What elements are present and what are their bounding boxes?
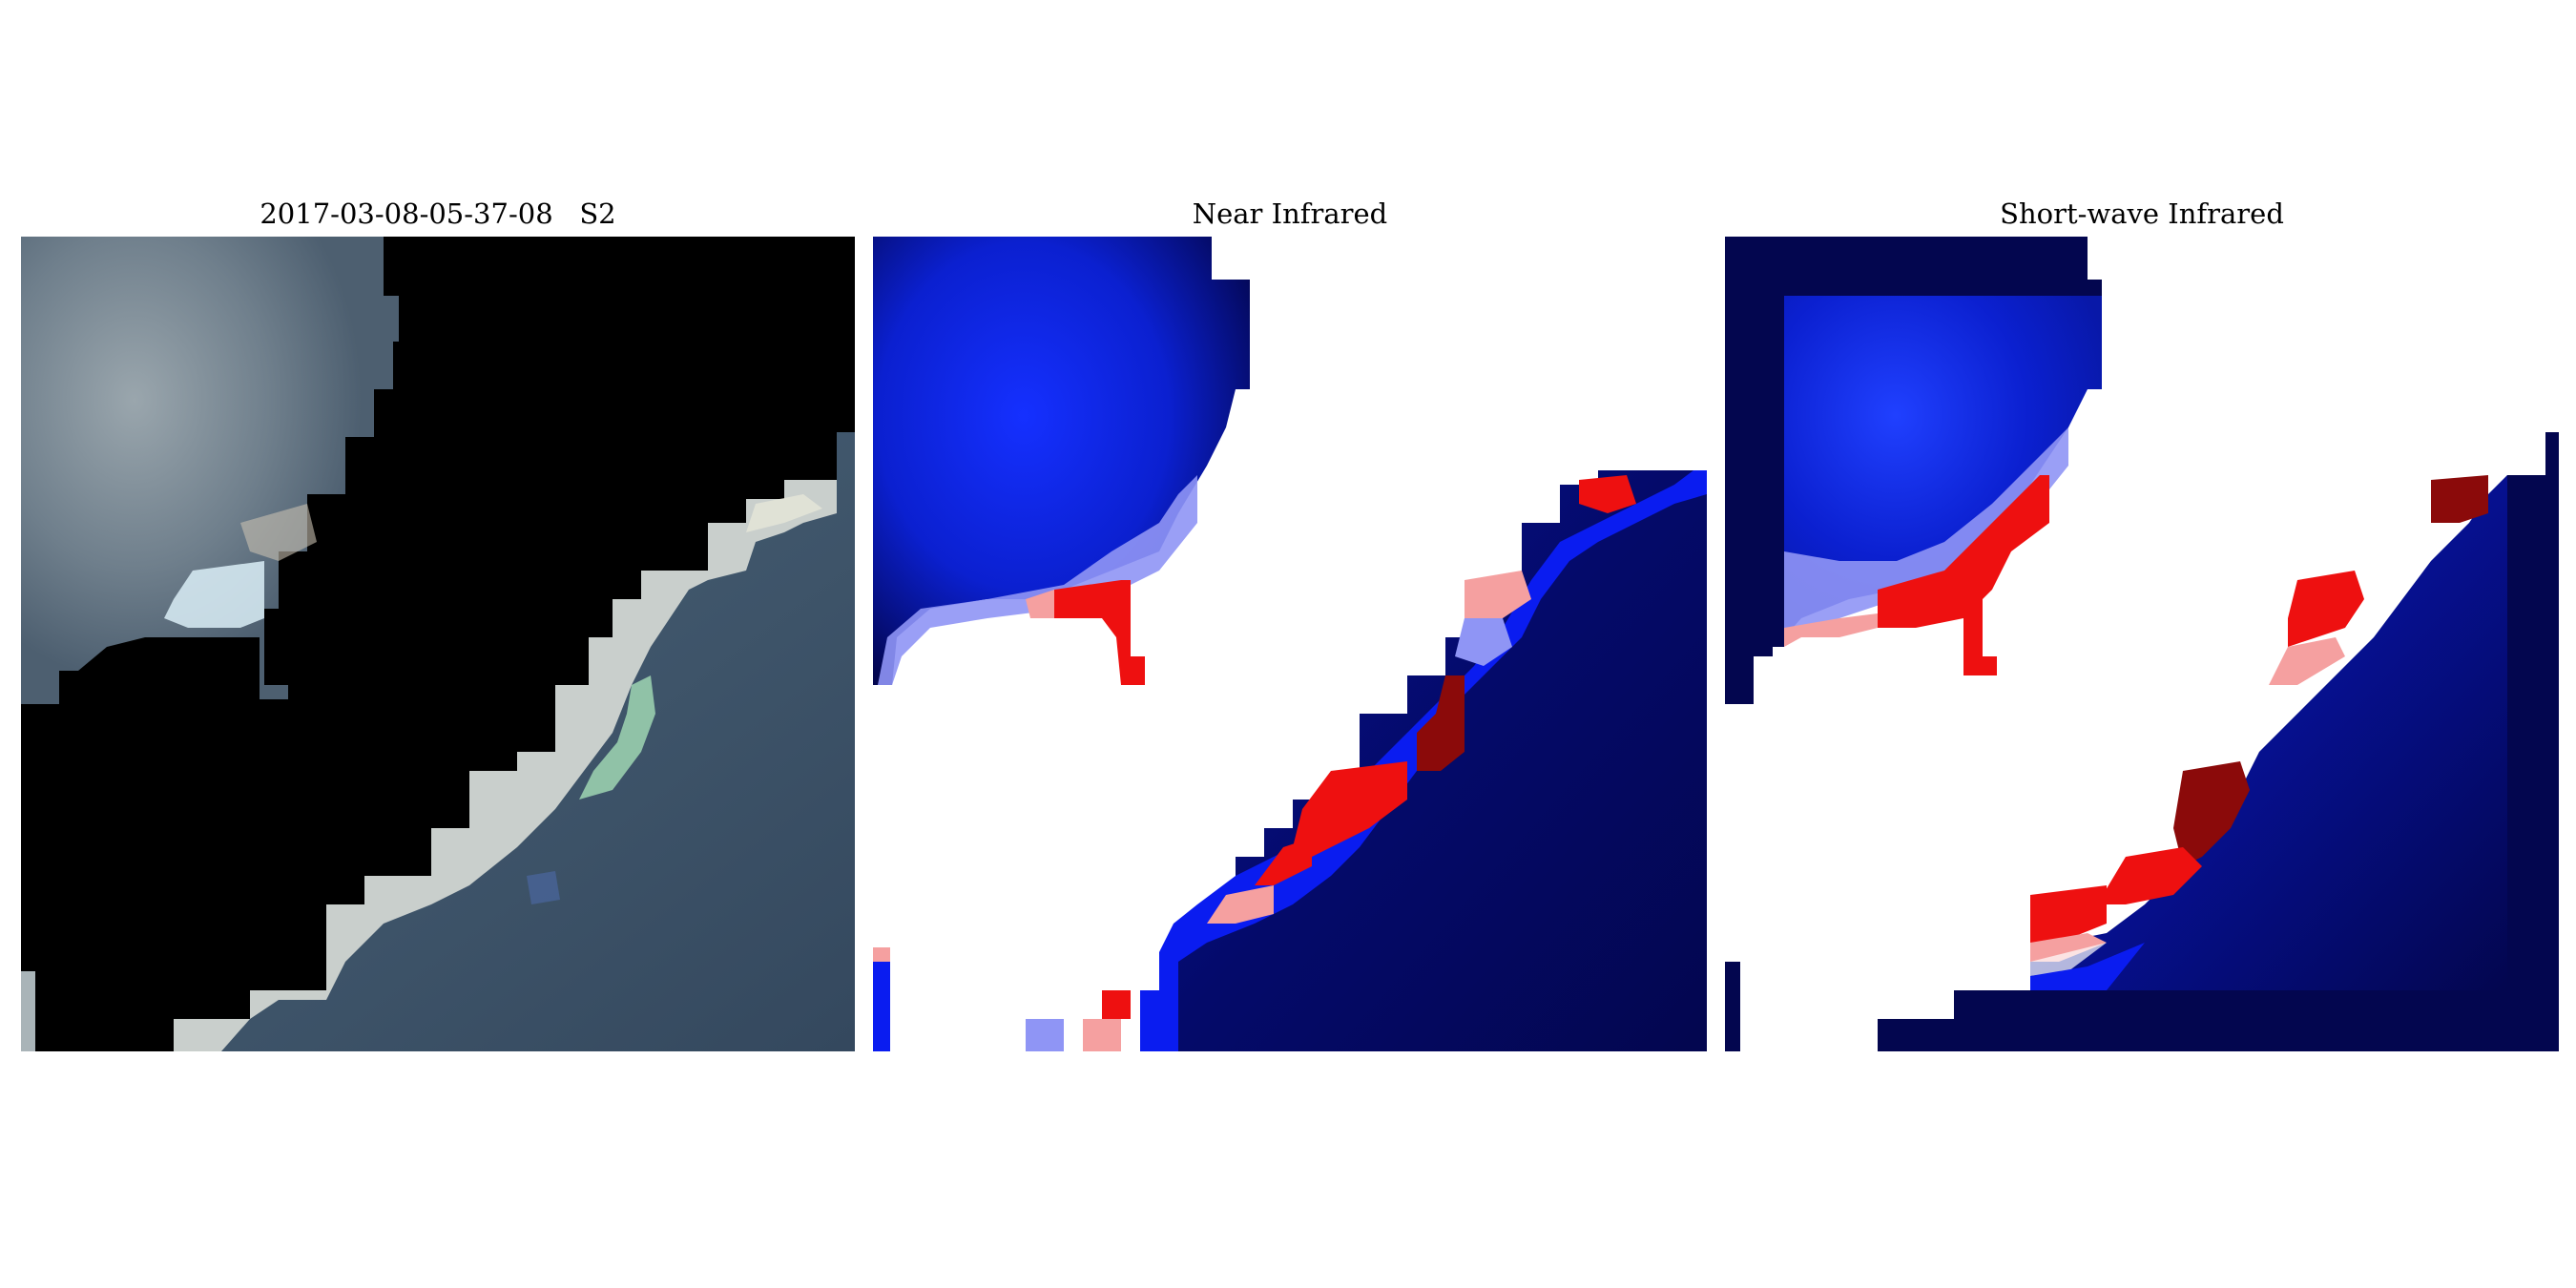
rgb-panel: 2017-03-08-05-37-08 S2 — [21, 0, 855, 1288]
rgb-satellite-image — [21, 237, 855, 1051]
swir-heatmap — [1725, 237, 2559, 1051]
swir-panel-title: Short-wave Infrared — [2000, 197, 2284, 230]
nir-panel: Near Infrared — [873, 0, 1707, 1288]
nir-heatmap — [873, 237, 1707, 1051]
nir-panel-title: Near Infrared — [1192, 197, 1388, 230]
swir-panel: Short-wave Infrared — [1725, 0, 2559, 1288]
rgb-panel-title: 2017-03-08-05-37-08 S2 — [260, 197, 616, 230]
